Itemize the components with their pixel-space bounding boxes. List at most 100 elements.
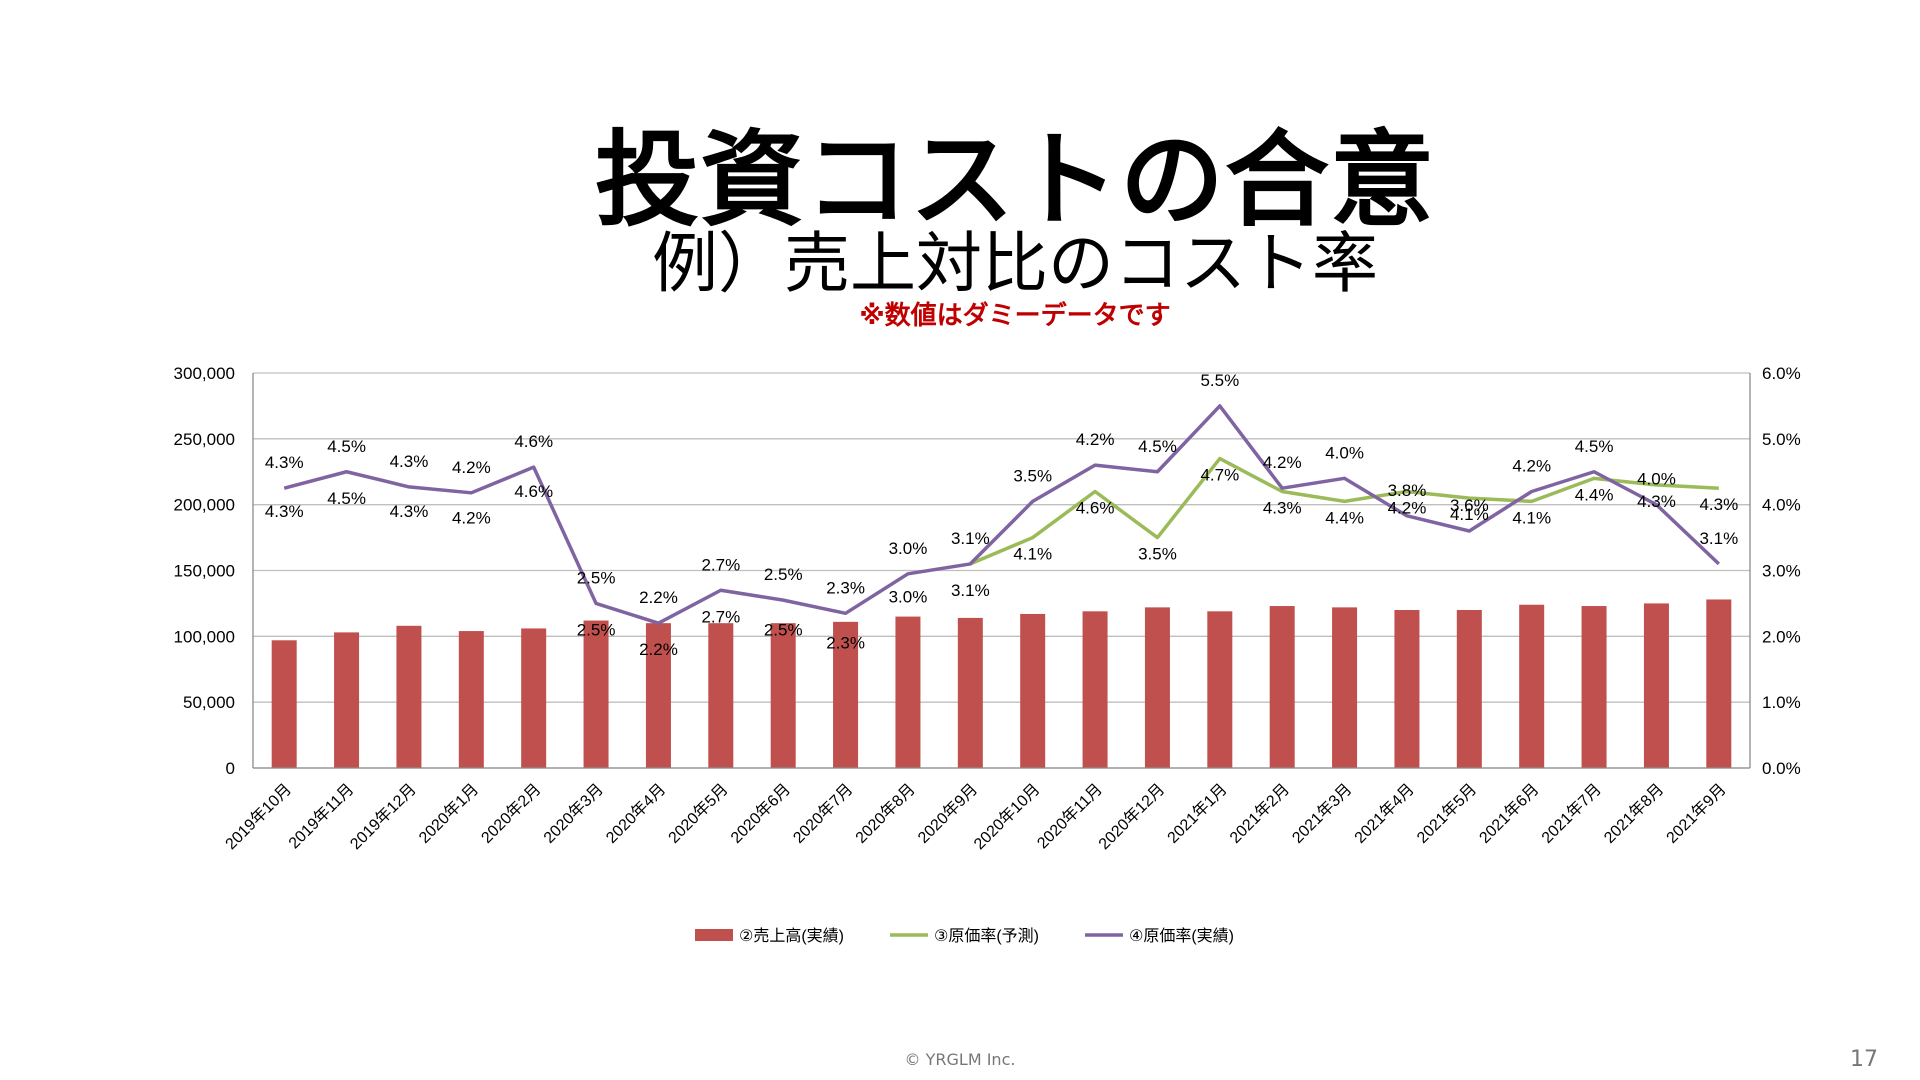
bar [1581,606,1607,768]
bar [1456,610,1482,768]
bar [1144,607,1170,768]
x-tick-label: 2021年3月 [1289,780,1356,847]
x-tick-label: 2020年7月 [790,780,857,847]
y-left-tick-label: 50,000 [183,693,235,712]
data-label-actual: 4.2% [1263,453,1302,472]
bar [1020,613,1046,768]
x-tick-label: 2021年8月 [1600,780,1667,847]
y-left-tick-label: 150,000 [174,562,235,581]
data-label-actual: 2.3% [826,578,865,597]
data-label-forecast: 4.7% [1200,466,1239,485]
bar [1706,599,1732,768]
data-label-actual: 3.1% [951,529,990,548]
data-label-forecast: 4.1% [1013,545,1052,564]
y-right-tick-label: 3.0% [1762,562,1801,581]
data-label-actual: 3.6% [1450,496,1489,515]
data-label-forecast: 4.3% [1699,495,1738,514]
data-label-actual: 3.5% [1013,466,1052,485]
data-label-forecast: 4.2% [452,509,491,528]
bar [1332,607,1358,768]
x-tick-label: 2020年3月 [540,780,607,847]
x-tick-label: 2020年10月 [970,780,1043,853]
data-label-forecast: 4.1% [1450,505,1489,524]
data-label-forecast: 4.3% [265,502,304,521]
bar [334,632,360,768]
bar [833,621,859,768]
data-label-actual: 4.2% [1076,430,1115,449]
bar [645,623,671,768]
bar [770,623,796,768]
legend-label: ②売上高(実績) [739,927,844,945]
data-label-actual: 4.5% [327,437,366,456]
bar [1082,611,1108,768]
data-label-actual: 3.8% [1388,481,1427,500]
data-label-actual: 3.0% [889,539,928,558]
data-label-forecast: 3.1% [951,581,990,600]
x-tick-label: 2020年4月 [602,780,669,847]
data-label-forecast: 4.6% [1076,499,1115,518]
y-left-tick-label: 250,000 [174,430,235,449]
y-right-tick-label: 1.0% [1762,693,1801,712]
bar [583,620,609,768]
data-label-forecast: 2.5% [764,620,803,639]
chart-axes: 0 0.0% 50,000 1.0% 100,000 2.0% 150,000 3.0% 200… [174,364,1801,853]
x-tick-label: 2021年7月 [1538,780,1605,847]
y-left-tick-label: 200,000 [174,496,235,515]
x-tick-label: 2021年5月 [1413,780,1480,847]
line-series-forecast [969,456,1719,566]
data-label-forecast: 4.6% [514,482,553,501]
data-label-forecast: 3.5% [1138,545,1177,564]
data-label-actual: 4.3% [265,453,304,472]
copyright-footer: © YRGLM Inc. [904,1050,1016,1069]
data-label-actual: 2.2% [639,588,678,607]
y-right-tick-label: 5.0% [1762,430,1801,449]
x-tick-label: 2020年8月 [852,780,919,847]
bar [957,617,983,768]
data-label-actual: 4.2% [452,458,491,477]
page-number: 17 [1850,1047,1878,1072]
data-label-forecast: 2.7% [701,607,740,626]
bar [1519,604,1545,768]
x-tick-label: 2019年12月 [347,780,420,853]
slide-subtitle: 例）売上対比のコスト率 [652,225,1378,302]
bar [271,640,297,768]
bar [521,628,547,768]
data-label-forecast: 4.2% [1388,499,1427,518]
slide-title: 投資コストの合意 [594,119,1435,241]
dummy-data-note: ※数値はダミーデータです [859,301,1171,331]
data-label-forecast: 4.5% [327,489,366,508]
data-label-forecast: 4.3% [1637,492,1676,511]
x-tick-label: 2021年9月 [1663,780,1730,847]
data-label-actual: 2.5% [577,568,616,587]
data-label-actual: 4.6% [514,432,553,451]
data-labels: 4.3% 4.5% 4.3% 4.2% 4.6% 2.5% 2.2% 2.7% 2.5% 2.3%… [265,371,1738,659]
chart-legend: ②売上高(実績) ③原価率(予測) ④原価率(実績) [695,927,1234,945]
y-left-tick-label: 300,000 [174,364,235,383]
line-series-actual [283,404,1721,625]
x-tick-label: 2020年1月 [415,780,482,847]
x-tick-label: 2020年12月 [1095,780,1168,853]
data-label-forecast: 3.0% [889,588,928,607]
legend-swatch-bar [695,929,733,941]
combo-chart: 4.3% 4.5% 4.3% 4.2% 4.6% 2.5% 2.2% 2.7% 2.5% 2.3%… [174,364,1801,945]
data-label-forecast: 4.4% [1325,508,1364,527]
data-label-forecast: 2.3% [826,634,865,653]
data-label-forecast: 2.5% [577,620,616,639]
bar-series-sales [271,599,1732,768]
bar [708,623,734,768]
data-label-forecast: 4.4% [1575,485,1614,504]
legend-label: ③原価率(予測) [934,927,1039,945]
x-tick-label: 2020年2月 [478,780,545,847]
data-label-actual: 3.1% [1699,529,1738,548]
y-right-tick-label: 6.0% [1762,364,1801,383]
bar [1394,610,1420,768]
data-label-actual: 4.2% [1512,457,1551,476]
bar [895,616,921,768]
x-tick-label: 2020年9月 [914,780,981,847]
bar [458,631,484,768]
x-tick-label: 2021年1月 [1164,780,1231,847]
data-label-actual: 4.3% [390,452,429,471]
y-right-tick-label: 2.0% [1762,627,1801,646]
data-label-actual: 4.5% [1138,437,1177,456]
data-label-actual: 4.0% [1637,470,1676,489]
